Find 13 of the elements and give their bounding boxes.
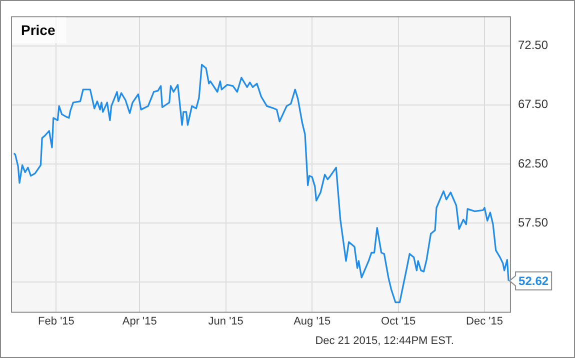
x-tick-label: Aug '15 [294, 315, 331, 328]
y-tick-label: 72.50 [518, 38, 548, 52]
x-tick-label: Jun '15 [208, 315, 244, 328]
x-tick-label: Dec '15 [466, 315, 504, 328]
y-tick-label: 57.50 [518, 215, 548, 230]
text: Dec 21 2015, 12:44PM EST. [315, 335, 454, 347]
y-tick-label: 62.50 [518, 156, 548, 170]
x-tick-label: Oct '15 [381, 315, 416, 328]
x-tick-label: Apr '15 [122, 315, 157, 328]
x-tick-label: Feb '15 [38, 315, 74, 328]
y-tick-label: 67.50 [518, 97, 548, 112]
annotation: 52.62 [518, 274, 549, 288]
chart-title: Price [21, 22, 56, 38]
